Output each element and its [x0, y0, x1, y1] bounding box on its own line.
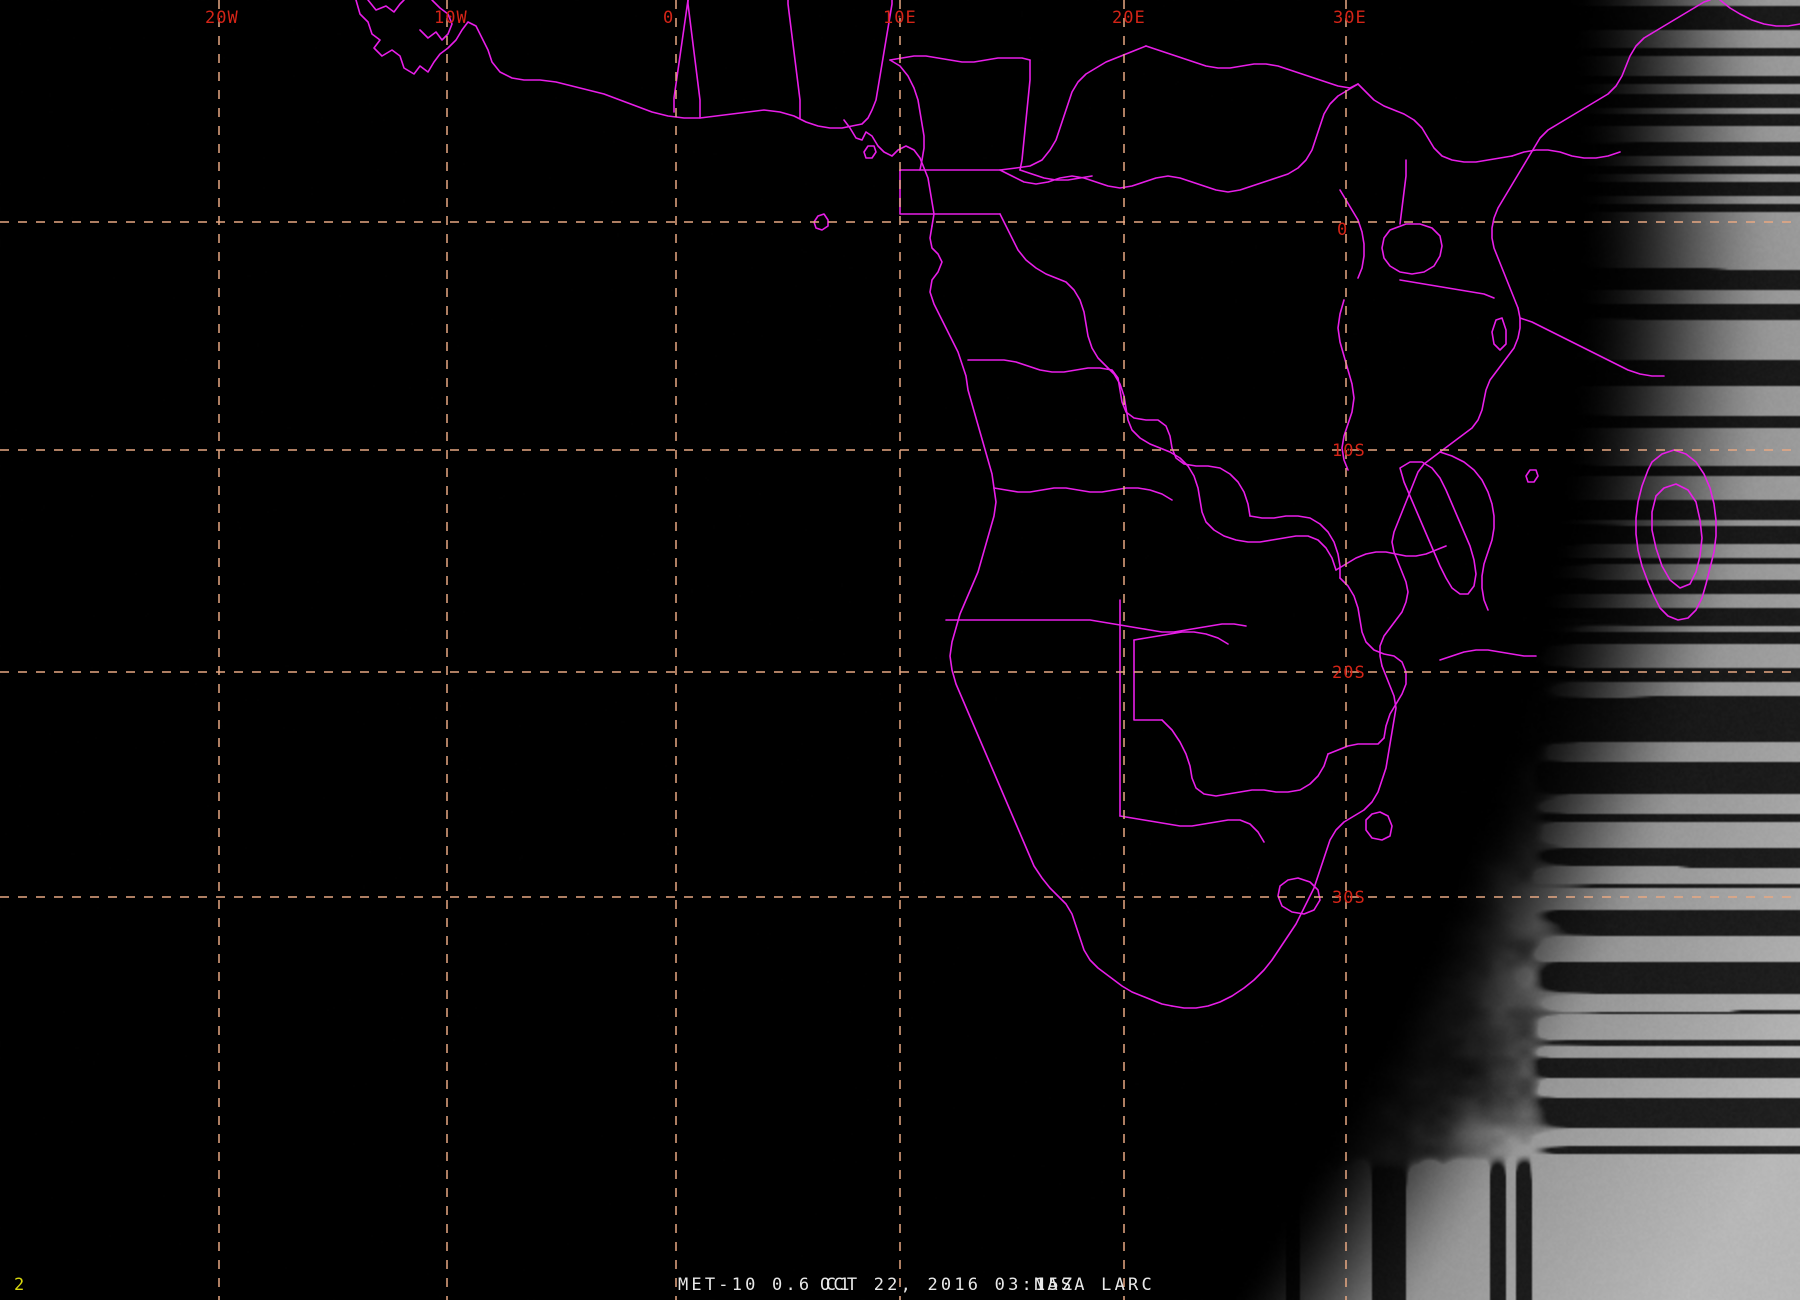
latitude-label: 30S	[1332, 888, 1366, 908]
annotation-bar: MET-10 0.6 C1 OCT 22, 2016 03:15Z NASA L…	[0, 1264, 1800, 1300]
sensor-label: MET-10 0.6 C1	[678, 1275, 853, 1295]
longitude-label: 0	[663, 8, 675, 28]
longitude-label: 20W	[205, 8, 239, 28]
longitude-label: 30E	[1333, 8, 1367, 28]
longitude-label: 10E	[883, 8, 917, 28]
longitude-label: 20E	[1112, 8, 1146, 28]
latitude-label: 20S	[1332, 663, 1366, 683]
agency-label: NASA LARC	[1034, 1275, 1155, 1295]
frame-counter: 2	[14, 1275, 25, 1295]
longitude-label: 10W	[434, 8, 468, 28]
latitude-label: 10S	[1332, 441, 1366, 461]
timestamp-label: OCT 22, 2016 03:15Z	[820, 1275, 1076, 1295]
latitude-label: 0	[1337, 220, 1349, 240]
